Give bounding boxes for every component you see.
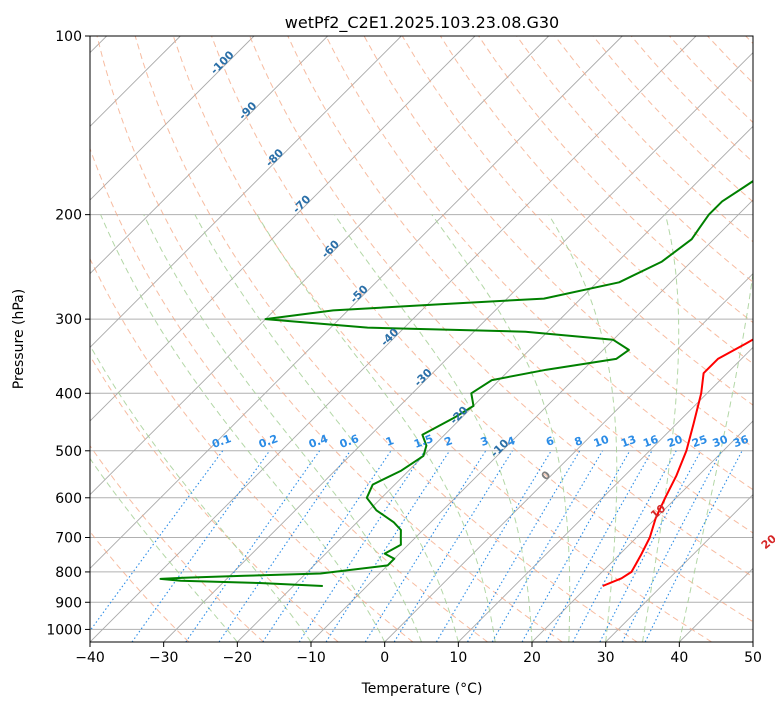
y-tick-label: 700 [55, 531, 82, 547]
x-tick-label: −30 [149, 650, 179, 666]
y-tick-label: 1000 [46, 622, 82, 638]
x-tick-label: 10 [449, 650, 467, 666]
y-tick-label: 600 [55, 491, 82, 507]
y-tick-label: 900 [55, 595, 82, 611]
x-tick-label: −40 [75, 650, 105, 666]
x-tick-label: −20 [223, 650, 253, 666]
y-tick-label: 300 [55, 312, 82, 328]
y-tick-label: 100 [55, 29, 82, 45]
x-axis-title: Temperature (°C) [361, 681, 483, 697]
x-tick-label: 0 [380, 650, 389, 666]
x-tick-label: 50 [744, 650, 762, 666]
x-tick-label: −10 [296, 650, 326, 666]
x-tick-label: 20 [523, 650, 541, 666]
y-tick-label: 500 [55, 444, 82, 460]
chart-title: wetPf2_C2E1.2025.103.23.08.G30 [285, 13, 559, 33]
y-tick-label: 800 [55, 565, 82, 581]
x-tick-label: 40 [670, 650, 688, 666]
y-tick-label: 200 [55, 208, 82, 224]
y-axis-title: Pressure (hPa) [11, 289, 27, 389]
y-tick-label: 400 [55, 386, 82, 402]
x-tick-label: 30 [597, 650, 615, 666]
